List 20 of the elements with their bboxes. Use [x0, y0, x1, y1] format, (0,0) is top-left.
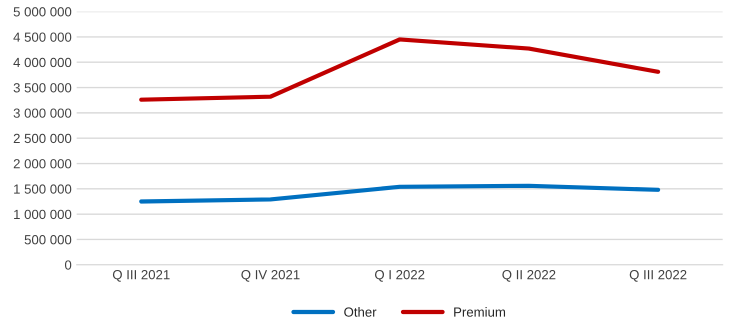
x-tick-label: Q II 2022 — [502, 270, 556, 282]
line-series — [139, 37, 660, 102]
legend-label: Other — [344, 307, 376, 317]
x-tick-label: Q IV 2021 — [241, 270, 300, 282]
y-tick-label: 3 500 000 — [14, 83, 72, 92]
y-tick-label: 5 000 000 — [14, 7, 72, 16]
x-tick-label: Q III 2021 — [112, 270, 170, 282]
y-tick-label: 2 500 000 — [14, 134, 72, 144]
y-tick-label: 1 000 000 — [14, 210, 72, 220]
y-tick-label: 500 000 — [24, 235, 72, 244]
x-tick-label: Q III 2022 — [630, 270, 686, 282]
y-tick-label: 0 — [64, 260, 72, 270]
y-tick-label: 4 500 000 — [13, 32, 72, 42]
y-tick-label: 1 500 000 — [14, 184, 72, 194]
y-tick-label: 4 000 000 — [13, 58, 72, 68]
y-tick-label: 3 000 000 — [14, 108, 72, 118]
legend-label: Premium — [454, 307, 506, 317]
line-series — [139, 184, 660, 204]
y-tick-label: 2 000 000 — [14, 159, 72, 168]
x-tick-label: Q I 2022 — [374, 270, 424, 282]
